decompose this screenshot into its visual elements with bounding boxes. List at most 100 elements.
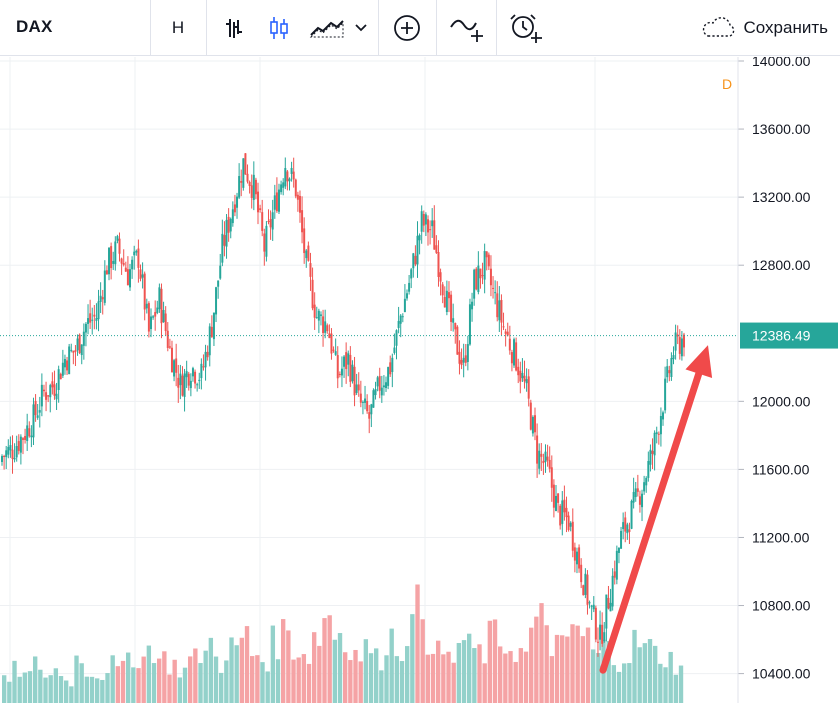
candle-body (378, 376, 381, 391)
candle-body (212, 312, 215, 340)
candle-body (571, 521, 574, 551)
candle-body (349, 354, 352, 382)
interval-button[interactable]: Н (171, 18, 185, 37)
volume-bar (286, 630, 291, 703)
volume-bar (198, 663, 203, 703)
volume-bar (653, 645, 658, 703)
candle-body (624, 517, 627, 532)
candle-body (632, 491, 635, 503)
candle-body (475, 268, 478, 290)
candle-body (217, 280, 220, 287)
candle-body (416, 235, 419, 265)
bars-icon[interactable] (220, 10, 250, 46)
candle-body (74, 350, 77, 352)
area-chart-icon[interactable] (306, 10, 348, 46)
candle-body (196, 384, 199, 386)
candle-body (617, 548, 620, 553)
candle-body (265, 225, 268, 257)
candle-body (521, 372, 524, 379)
chart-overlay: D (0, 76, 738, 674)
candle-body (422, 214, 425, 226)
candle-body (655, 432, 658, 434)
candle-body (326, 325, 329, 332)
compare-icon[interactable] (446, 10, 488, 46)
candle-body (651, 450, 654, 454)
candle-body (599, 624, 602, 640)
candle-body (173, 360, 176, 377)
candle-body (596, 641, 599, 643)
volume-bar (275, 659, 281, 703)
candle-body (412, 253, 415, 269)
candle-body (332, 349, 335, 351)
candle-body (105, 270, 108, 275)
candle-body (84, 323, 87, 333)
candle-body (647, 460, 650, 478)
volume-bar (260, 662, 265, 703)
symbol-label[interactable]: DAX (16, 17, 53, 36)
candle-body (202, 366, 205, 368)
candle-body (573, 547, 576, 561)
volume-bar (322, 618, 327, 703)
candle-body (271, 212, 274, 230)
candle-body (403, 298, 406, 313)
price-chart[interactable]: 14000.00 13600.00 13200.00 12800.00 12000.00… (0, 57, 840, 703)
alert-icon[interactable] (504, 10, 546, 46)
candle-body (19, 436, 22, 453)
candle-body (592, 604, 595, 610)
candle-body (99, 295, 102, 302)
candle-body (143, 273, 146, 310)
candle-body (620, 530, 623, 549)
candle-body (458, 351, 461, 364)
candle-body (418, 235, 421, 241)
volume-bar (69, 686, 74, 703)
candle-body (382, 385, 385, 388)
volume-bar (554, 634, 560, 703)
candle-body (330, 333, 333, 354)
volume-bar (663, 667, 668, 703)
candles-icon[interactable] (264, 10, 294, 46)
axis-tick-label: 11600.00 (752, 461, 810, 477)
add-indicator-icon[interactable] (390, 10, 424, 46)
price-axis[interactable]: 14000.00 13600.00 13200.00 12800.00 12000.00… (737, 57, 838, 703)
candle-body (129, 269, 132, 288)
volume-bar (53, 668, 59, 703)
candle-body (152, 316, 155, 318)
volume-bar (632, 629, 637, 703)
candle-body (70, 349, 73, 351)
candle-body (443, 296, 446, 308)
candle-body (351, 364, 354, 382)
chevron-down-icon[interactable] (352, 10, 370, 46)
candles (1, 153, 685, 657)
volume-bar (89, 676, 95, 703)
candle-body (668, 370, 671, 374)
candle-body (406, 293, 409, 299)
candle-body (168, 346, 171, 348)
volume-bar (255, 655, 260, 703)
volume-bar (22, 672, 28, 703)
candle-body (28, 428, 31, 437)
candle-body (87, 318, 90, 324)
candle-body (437, 252, 440, 277)
volume-bar (456, 642, 462, 703)
candle-body (139, 269, 142, 279)
candle-body (194, 371, 197, 384)
save-button[interactable]: Сохранить (700, 10, 828, 46)
volume-bar (425, 654, 431, 703)
axis-tick-label: 13200.00 (752, 189, 811, 205)
candle-body (191, 368, 194, 377)
candle-body (370, 404, 373, 415)
candle-body (181, 375, 184, 396)
candle-body (544, 451, 547, 462)
volume-bar (477, 644, 482, 703)
candle-body (559, 505, 562, 526)
candle-body (322, 316, 325, 333)
candle-body (615, 550, 618, 580)
volume-bar (151, 663, 157, 703)
volume-bar (606, 641, 611, 703)
volume-bar (33, 656, 38, 703)
candle-body (282, 182, 285, 188)
cloud-icon (702, 17, 734, 37)
candle-body (380, 387, 383, 396)
axis-tick-label: 11200.00 (752, 529, 810, 545)
candle-body (9, 445, 12, 451)
